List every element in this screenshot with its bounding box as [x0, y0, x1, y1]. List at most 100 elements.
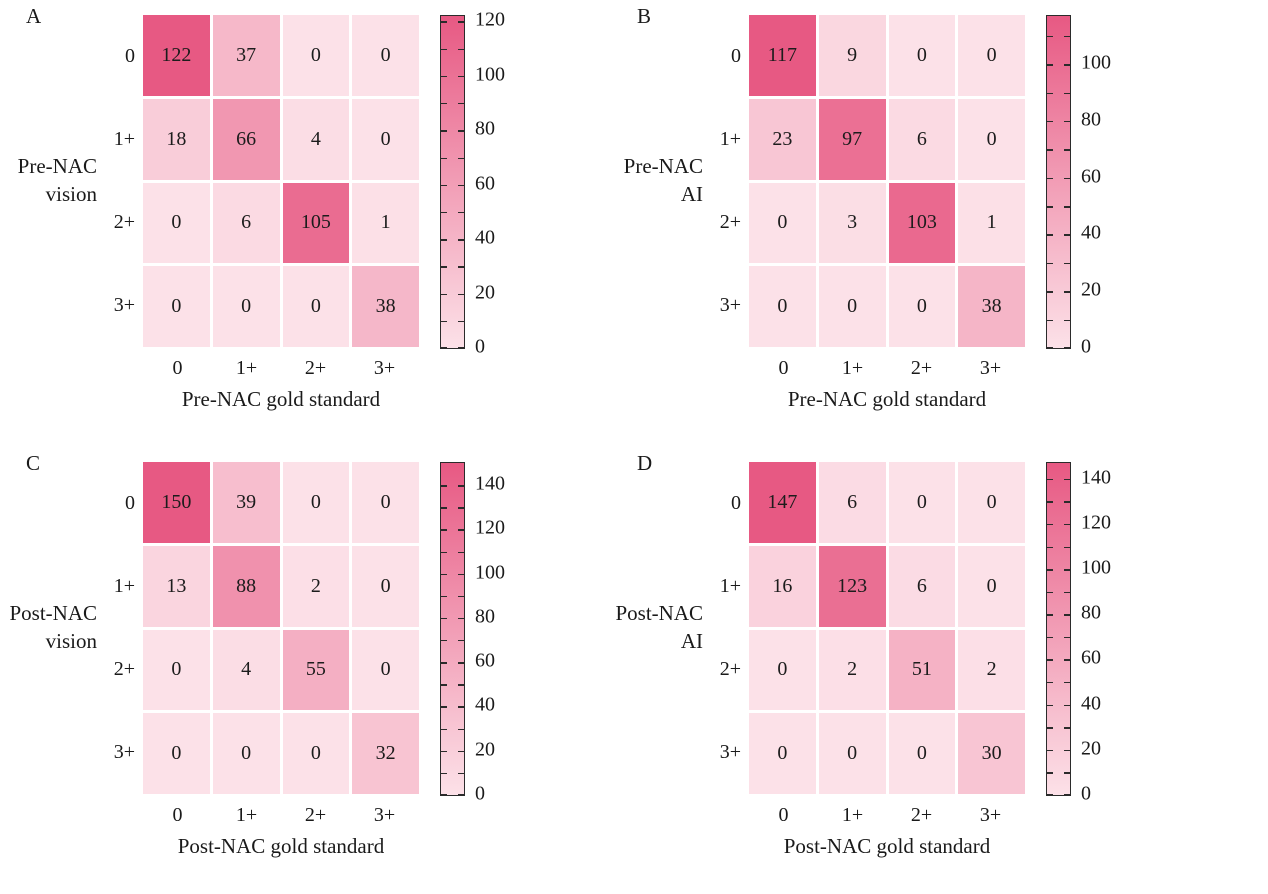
- heatmap-cell: 2: [958, 629, 1025, 711]
- y-axis-label: Pre-NAC AI: [583, 152, 703, 208]
- heatmap-cell: 16: [749, 545, 816, 627]
- heatmap-panel-D: D Post-NAC AI 0 1+ 2+ 3+ 147 6 0 0 16 123 6 0 0 2 51 2 0…: [615, 447, 1268, 894]
- colorbar-tick-label: 40: [475, 226, 495, 249]
- colorbar-tick: [441, 239, 447, 241]
- colorbar-tick: [441, 320, 447, 323]
- heatmap-cell: 23: [749, 98, 816, 180]
- colorbar-tick: [458, 551, 464, 553]
- colorbar-tick: [458, 728, 464, 730]
- colorbar-tick: [1064, 546, 1070, 548]
- colorbar-tick: [458, 750, 464, 753]
- heatmap-cell: 0: [212, 713, 280, 794]
- heatmap-cell: 38: [958, 266, 1025, 347]
- colorbar-tick: [458, 573, 464, 576]
- colorbar-tick: [458, 103, 464, 105]
- colorbar-tick: [441, 793, 447, 795]
- colorbar-tick: [441, 130, 447, 132]
- heatmap-cell: 103: [888, 182, 956, 264]
- colorbar-tick: [1047, 772, 1053, 774]
- heatmap-cell: 6: [212, 182, 280, 264]
- heatmap-cell: 0: [282, 713, 350, 794]
- y-axis-label-line: Post-NAC: [615, 601, 703, 625]
- row-label: 2+: [113, 658, 135, 680]
- heatmap-cell: 3: [818, 182, 886, 264]
- colorbar-tick: [1064, 501, 1070, 503]
- colorbar-tick: [441, 529, 447, 531]
- colorbar-gradient: [441, 463, 464, 795]
- col-label: 1+: [841, 357, 864, 379]
- colorbar-tick: [441, 266, 447, 268]
- colorbar-tick-label: 120: [475, 8, 505, 31]
- colorbar-tick: [1047, 636, 1053, 639]
- colorbar-tick: [1064, 92, 1070, 94]
- col-label: 2+: [910, 804, 933, 826]
- colorbar-tick: [441, 485, 447, 487]
- colorbar-tick: [1047, 478, 1053, 481]
- colorbar-tick: [441, 211, 447, 214]
- heatmap-cell: 0: [282, 462, 350, 543]
- heatmap-cell: 1: [958, 182, 1025, 264]
- heatmap-cell: 0: [352, 15, 419, 96]
- colorbar-tick: [1064, 682, 1070, 684]
- colorbar-tick-label: 100: [1081, 556, 1111, 579]
- colorbar-tick-label: 60: [1081, 646, 1101, 669]
- colorbar: [1046, 462, 1071, 796]
- colorbar-tick: [1064, 234, 1070, 236]
- colorbar-tick: [458, 293, 464, 295]
- heatmap-cell: 2: [282, 545, 350, 627]
- colorbar-tick: [1064, 569, 1070, 571]
- row-labels: 0 1+ 2+ 3+: [91, 462, 135, 794]
- colorbar-tick-label: 60: [475, 649, 495, 672]
- heatmap-cell: 147: [749, 462, 816, 543]
- row-labels: 0 1+ 2+ 3+: [91, 15, 135, 347]
- colorbar-tick-label: 0: [475, 335, 485, 358]
- panel-letter: B: [637, 4, 652, 28]
- colorbar-tick: [458, 640, 464, 642]
- heatmap-cell: 0: [352, 545, 419, 627]
- colorbar-tick: [458, 793, 464, 795]
- colorbar-tick: [458, 507, 464, 509]
- colorbar-tick-label: 40: [475, 693, 495, 716]
- colorbar-tick: [441, 617, 447, 620]
- colorbar-tick: [1047, 149, 1053, 151]
- col-label: 0: [172, 357, 183, 379]
- colorbar-tick-label: 20: [475, 281, 495, 304]
- heatmap-grid: 117 9 0 0 23 97 6 0 0 3 103 1 0 0 0 38: [749, 15, 1025, 347]
- colorbar-tick: [1064, 177, 1070, 180]
- colorbar-tick: [1047, 346, 1053, 348]
- colorbar-tick: [441, 103, 447, 105]
- heatmap-cell: 0: [888, 713, 956, 794]
- colorbar-tick-label: 100: [475, 63, 505, 86]
- colorbar-tick: [1064, 749, 1070, 752]
- col-label: 2+: [910, 357, 933, 379]
- x-axis-label: Pre-NAC gold standard: [787, 387, 987, 411]
- colorbar-tick-label: 80: [1081, 601, 1101, 624]
- panel-letter: C: [26, 451, 41, 475]
- heatmap-cell: 0: [888, 266, 956, 347]
- heatmap-cell: 51: [888, 629, 956, 711]
- colorbar-tick: [1064, 636, 1070, 639]
- row-label: 3+: [719, 741, 741, 763]
- colorbar-tick: [458, 617, 464, 620]
- heatmap-cell: 39: [212, 462, 280, 543]
- colorbar-tick: [1064, 727, 1070, 729]
- heatmap-panel-C: C Post-NAC vision 0 1+ 2+ 3+ 150 39 0 0 13 88 2 0 0 4…: [0, 447, 634, 894]
- colorbar-tick: [1064, 206, 1070, 208]
- colorbar-tick: [458, 772, 464, 775]
- heatmap-grid: 122 37 0 0 18 66 4 0 0 6 105 1 0 0 0 38: [143, 15, 419, 347]
- colorbar-tick-label: 0: [1081, 782, 1091, 805]
- x-axis-label: Pre-NAC gold standard: [181, 387, 381, 411]
- heatmap-cell: 0: [143, 713, 210, 794]
- colorbar-tick: [1047, 546, 1053, 548]
- heatmap-cell: 0: [749, 629, 816, 711]
- colorbar-tick: [441, 157, 447, 159]
- colorbar-tick: [458, 320, 464, 323]
- heatmap-cell: 0: [352, 462, 419, 543]
- heatmap-cell: 30: [958, 713, 1025, 794]
- heatmap-cell: 0: [958, 15, 1025, 96]
- colorbar-tick: [1064, 149, 1070, 151]
- colorbar-tick: [1064, 346, 1070, 348]
- colorbar-tick: [458, 75, 464, 78]
- colorbar-tick: [1047, 591, 1053, 594]
